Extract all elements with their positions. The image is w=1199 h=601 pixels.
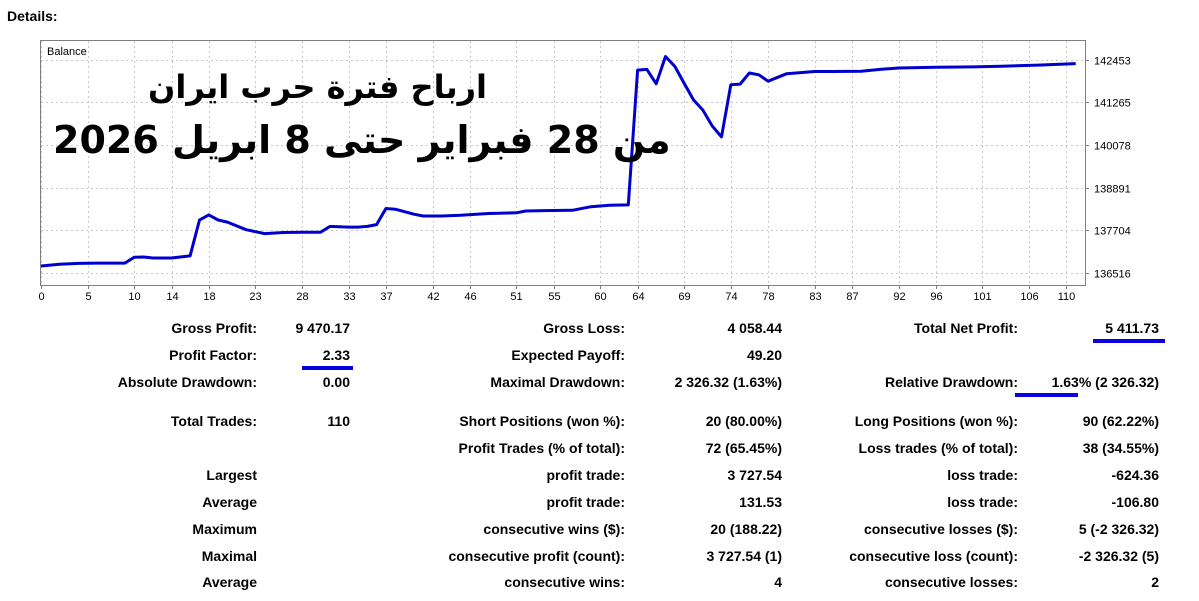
relative-drawdown-underline	[1015, 393, 1078, 397]
x-tick-label: 78	[762, 291, 774, 303]
average-profit-value: 131.53	[739, 494, 782, 510]
average-label: Average	[202, 494, 257, 510]
avg-cons-losses-label: consecutive losses:	[884, 574, 1018, 590]
x-tick-label: 74	[725, 291, 737, 303]
x-tick-label: 92	[893, 291, 905, 303]
largest-profit-label: profit trade:	[546, 467, 625, 483]
details-heading: Details:	[7, 8, 58, 24]
average-loss-value: -106.80	[1111, 494, 1159, 510]
balance-chart: 0 5 10 14 18 23 28 33 37 42 46 51 55 60 64 69 74 78 83 87 92…	[38, 40, 1131, 303]
y-tick-label: 141265	[1094, 98, 1131, 110]
y-tick-label: 140078	[1094, 141, 1131, 153]
average-cons-label: Average	[202, 574, 257, 590]
x-tick-label: 51	[510, 291, 522, 303]
x-tick-label: 46	[464, 291, 476, 303]
x-tick-label: 5	[85, 291, 91, 303]
profit-trades-value: 72 (65.45%)	[705, 440, 782, 456]
maximum-label: Maximum	[192, 521, 257, 537]
relative-drawdown-label: Relative Drawdown:	[884, 374, 1018, 390]
max-cons-losses-value: 5 (-2 326.32)	[1078, 521, 1159, 537]
chart-title: Balance	[47, 46, 87, 58]
gross-profit-label: Gross Profit:	[171, 320, 257, 336]
total-net-profit-value: 5 411.73	[1105, 320, 1159, 336]
absolute-drawdown-label: Absolute Drawdown:	[117, 374, 257, 390]
max-cons-wins-value: 20 (188.22)	[710, 521, 782, 537]
x-tick-label: 0	[38, 291, 44, 303]
long-positions-value: 90 (62.22%)	[1082, 413, 1159, 429]
y-tick-label: 137704	[1094, 226, 1131, 238]
largest-loss-value: -624.36	[1111, 467, 1159, 483]
average-loss-label: loss trade:	[947, 494, 1018, 510]
avg-cons-wins-value: 4	[774, 574, 782, 590]
x-tick-label: 87	[846, 291, 858, 303]
y-tick-label: 138891	[1094, 184, 1131, 196]
x-tick-label: 110	[1058, 291, 1076, 303]
loss-trades-label: Loss trades (% of total):	[858, 440, 1018, 456]
x-tick-label: 69	[678, 291, 690, 303]
largest-loss-label: loss trade:	[947, 467, 1018, 483]
long-positions-label: Long Positions (won %):	[854, 413, 1018, 429]
short-positions-value: 20 (80.00%)	[705, 413, 782, 429]
x-tick-label: 96	[930, 291, 942, 303]
maximal-cons-profit-label: consecutive profit (count):	[448, 548, 625, 564]
largest-profit-value: 3 727.54	[727, 467, 783, 483]
x-tick-label: 28	[296, 291, 308, 303]
x-tick-label: 18	[203, 291, 215, 303]
overlay-title-line-2: من 28 فبراير حتى 8 ابريل 2026	[53, 118, 671, 162]
expected-payoff-label: Expected Payoff:	[511, 347, 625, 363]
gross-loss-label: Gross Loss:	[543, 320, 625, 336]
balance-series-line	[40, 55, 1076, 268]
x-tick-label: 14	[166, 291, 178, 303]
profit-factor-underline	[302, 366, 353, 370]
maximal-label: Maximal	[201, 548, 257, 564]
total-trades-value: 110	[327, 413, 350, 429]
plot-area	[40, 40, 1086, 286]
x-tick-label: 10	[128, 291, 140, 303]
x-tick-label: 64	[632, 291, 644, 303]
largest-label: Largest	[206, 467, 257, 483]
gross-loss-value: 4 058.44	[727, 320, 783, 336]
maximal-cons-loss-label: consecutive loss (count):	[849, 548, 1018, 564]
x-tick-label: 23	[249, 291, 261, 303]
average-profit-label: profit trade:	[546, 494, 625, 510]
gross-profit-value: 9 470.17	[295, 320, 351, 336]
short-positions-label: Short Positions (won %):	[459, 413, 625, 429]
x-tick-label: 106	[1020, 291, 1038, 303]
x-axis-ticks: 0 5 10 14 18 23 28 33 37 42 46 51 55 60 64 69 74 78 83 87 92…	[38, 285, 1075, 303]
overlay-title-line-1: ارباح فترة حرب ايران	[148, 68, 488, 106]
x-tick-label: 55	[548, 291, 560, 303]
absolute-drawdown-value: 0.00	[322, 374, 350, 390]
total-trades-label: Total Trades:	[170, 413, 257, 429]
avg-cons-losses-value: 2	[1151, 574, 1159, 590]
x-tick-label: 33	[343, 291, 355, 303]
max-cons-losses-label: consecutive losses ($):	[863, 521, 1018, 537]
x-tick-label: 83	[809, 291, 821, 303]
x-tick-label: 60	[594, 291, 606, 303]
relative-drawdown-value: 1.63% (2 326.32)	[1051, 374, 1159, 390]
maximal-cons-loss-value: -2 326.32 (5)	[1078, 548, 1159, 564]
y-tick-label: 142453	[1094, 56, 1131, 68]
x-tick-label: 42	[427, 291, 439, 303]
maximal-cons-profit-value: 3 727.54 (1)	[706, 548, 783, 564]
maximal-drawdown-value: 2 326.32 (1.63%)	[674, 374, 782, 390]
total-net-profit-underline	[1093, 339, 1165, 343]
profit-trades-label: Profit Trades (% of total):	[458, 440, 625, 456]
maximal-drawdown-label: Maximal Drawdown:	[490, 374, 625, 390]
loss-trades-value: 38 (34.55%)	[1082, 440, 1159, 456]
x-tick-label: 37	[380, 291, 392, 303]
expected-payoff-value: 49.20	[746, 347, 782, 363]
profit-factor-label: Profit Factor:	[169, 347, 257, 363]
y-axis-ticks: 136516 137704 138891 140078 141265 142453	[1085, 56, 1131, 281]
avg-cons-wins-label: consecutive wins:	[504, 574, 625, 590]
max-cons-wins-label: consecutive wins ($):	[483, 521, 625, 537]
y-tick-label: 136516	[1094, 269, 1131, 281]
x-tick-label: 101	[973, 291, 991, 303]
total-net-profit-label: Total Net Profit:	[914, 320, 1018, 336]
profit-factor-value: 2.33	[322, 347, 350, 363]
